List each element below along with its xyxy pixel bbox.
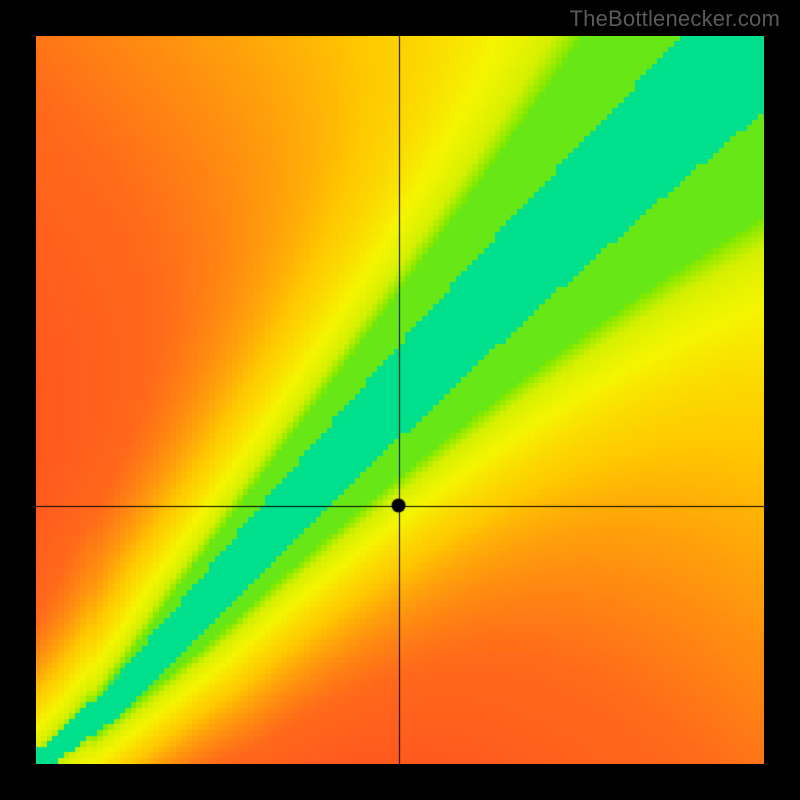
chart-container: TheBottlenecker.com (0, 0, 800, 800)
watermark-text: TheBottlenecker.com (570, 6, 780, 32)
crosshair-overlay (36, 36, 764, 764)
